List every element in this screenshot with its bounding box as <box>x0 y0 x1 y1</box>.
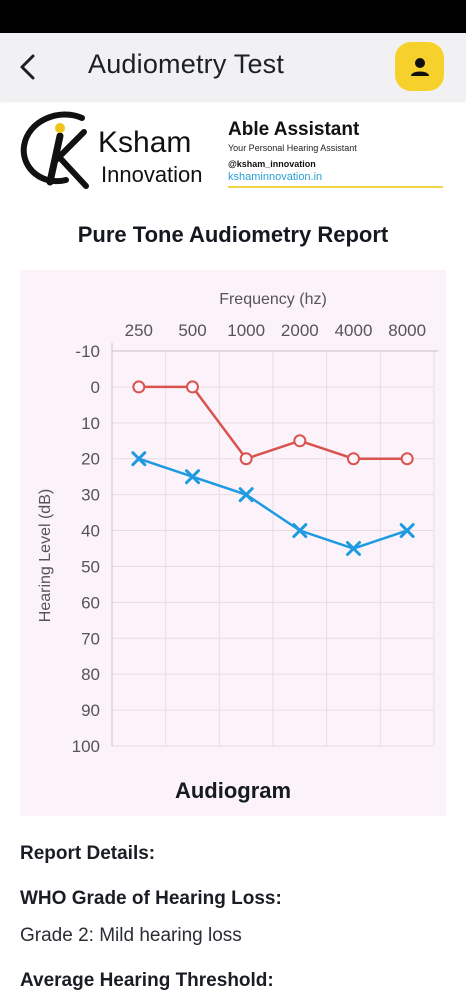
logo-text-innovation: Innovation <box>101 162 203 187</box>
back-button[interactable] <box>12 47 44 87</box>
website-link[interactable]: kshaminnovation.in <box>228 171 323 183</box>
y-tick-label: 50 <box>81 557 100 576</box>
y-axis-title: Hearing Level (dB) <box>37 489 54 622</box>
y-tick-label: 10 <box>81 414 100 433</box>
series-line-1 <box>138 385 408 461</box>
social-handle: @ksham_innovation <box>228 159 316 169</box>
assistant-subtitle: Your Personal Hearing Assistant <box>228 143 357 153</box>
y-tick-label: 0 <box>91 378 100 397</box>
y-tick-label: 100 <box>72 737 100 756</box>
series-line-2 <box>138 457 408 550</box>
x-tick-label: 8000 <box>388 321 426 340</box>
x-tick-label: 1000 <box>227 321 265 340</box>
y-tick-label: 20 <box>81 450 100 469</box>
data-point-cross <box>131 451 147 467</box>
user-icon <box>410 57 429 76</box>
x-axis-title: Frequency (hz) <box>219 291 327 308</box>
assistant-title: Able Assistant <box>228 119 360 140</box>
y-tick-label: 60 <box>81 593 100 612</box>
data-point-cross <box>399 523 415 539</box>
profile-button[interactable] <box>395 42 444 91</box>
who-grade-label: WHO Grade of Hearing Loss: <box>20 888 282 909</box>
logo-text-ksham: Ksham <box>98 126 192 159</box>
report-details-heading: Report Details: <box>20 843 156 864</box>
page-title: Audiometry Test <box>88 49 285 79</box>
x-tick-label: 250 <box>125 321 153 340</box>
x-tick-label: 4000 <box>335 321 373 340</box>
y-tick-label: 90 <box>81 701 100 720</box>
who-grade-value: Grade 2: Mild hearing loss <box>20 925 242 946</box>
data-point-circle <box>239 452 253 466</box>
company-logo: Ksham Innovation <box>20 106 215 192</box>
audiogram-card: -10 0 10 20 30 40 50 60 70 80 90 100 250 500 1000 2000 4… <box>20 270 446 816</box>
audiogram-chart: -10 0 10 20 30 40 50 60 70 80 90 100 250 500 1000 2000 4… <box>37 291 438 756</box>
average-threshold-label: Average Hearing Threshold: <box>20 970 274 991</box>
data-point-cross <box>292 523 308 539</box>
logo-swoosh-icon <box>20 111 89 189</box>
data-point-circle <box>132 380 146 394</box>
x-tick-label: 2000 <box>281 321 319 340</box>
data-point-circle <box>186 380 199 394</box>
chevron-left-icon <box>20 54 35 80</box>
data-point-circle <box>400 452 414 466</box>
app-bar: Audiometry Test <box>0 33 466 100</box>
y-tick-label: 40 <box>81 522 100 541</box>
brand-divider <box>228 186 443 188</box>
data-point-circle <box>347 452 360 466</box>
status-bar <box>0 0 466 33</box>
data-point-cross <box>346 541 361 556</box>
assistant-info: Able Assistant Your Personal Hearing Ass… <box>228 119 443 188</box>
x-tick-label: 500 <box>178 321 206 340</box>
brand-header: Ksham Innovation Able Assistant Your Per… <box>0 100 466 200</box>
report-title: Pure Tone Audiometry Report <box>77 222 389 247</box>
y-tick-label: 70 <box>81 629 100 648</box>
data-point-circle <box>293 434 307 448</box>
chart-title: Audiogram <box>174 778 292 803</box>
data-point-cross <box>238 487 254 503</box>
y-tick-label: -10 <box>75 342 100 361</box>
data-point-cross <box>185 469 200 485</box>
y-tick-label: 30 <box>81 486 100 505</box>
y-tick-label: 80 <box>81 665 100 684</box>
